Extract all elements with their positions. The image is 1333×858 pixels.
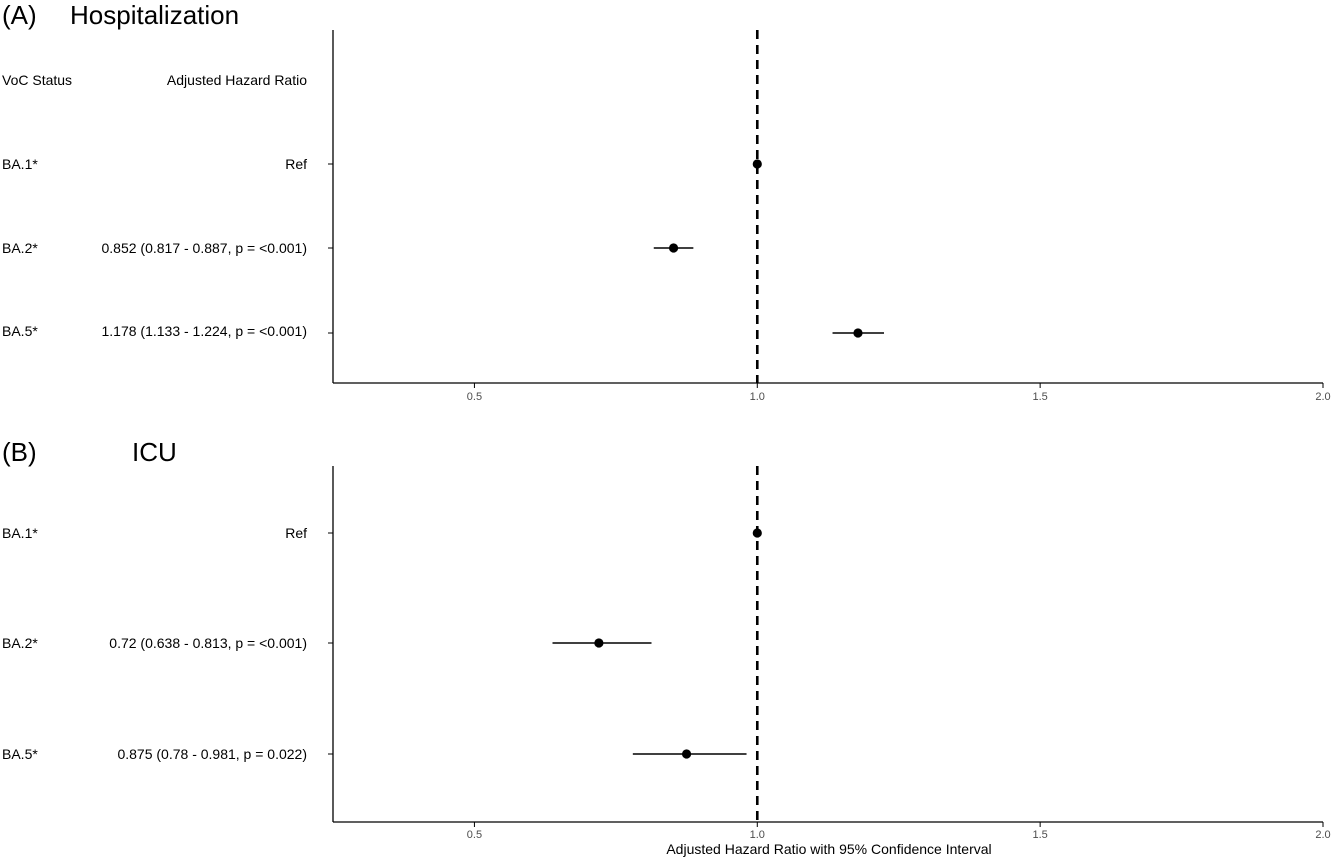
panel-a-point-ba2 [668,243,679,253]
panel-a-row-value-ba5: 1.178 (1.133 - 1.224, p = <0.001) [102,323,308,339]
panel-b-plot-area: 0.5 1.0 1.5 2.0 [328,466,1331,841]
panel-a-column-header-value: Adjusted Hazard Ratio [167,72,307,88]
panel-b-x-tick-label-0: 0.5 [467,829,482,841]
panel-b-title: ICU [132,437,177,467]
panel-b-point-ba5 [681,749,692,759]
panel-a-row-value-ba2: 0.852 (0.817 - 0.887, p = <0.001) [102,240,308,256]
panel-b-x-tick-label-2: 1.5 [1032,829,1047,841]
panel-a-row-label-ba2: BA.2* [2,240,38,256]
panel-a-x-tick-label-3: 2.0 [1315,391,1330,403]
panel-a-x-tick-label-0: 0.5 [467,391,482,403]
panel-a-point-ba1 [752,159,762,169]
panel-b-row-label-ba2: BA.2* [2,635,38,651]
panel-a-column-header-label: VoC Status [2,72,72,88]
panel-a-title: Hospitalization [70,0,239,30]
panel-b-row-label-ba1: BA.1* [2,525,38,541]
panel-a-row-label-ba1: BA.1* [2,156,38,172]
panel-b-letter: (B) [2,437,37,467]
panel-a-x-tick-label-1: 1.0 [750,391,765,403]
panel-a-point-ba5 [853,328,863,338]
panel-b-x-tick-label-1: 1.0 [750,829,765,841]
panel-a: (A) Hospitalization VoC Status Adjusted … [2,0,1331,403]
panel-a-plot-area: 0.5 1.0 1.5 2.0 [328,30,1331,403]
panel-b-row-value-ba1: Ref [285,525,307,541]
panel-b-row-label-ba5: BA.5* [2,746,38,762]
panel-a-row-value-ba1: Ref [285,156,307,172]
x-axis-title: Adjusted Hazard Ratio with 95% Confidenc… [666,841,991,857]
panel-a-row-label-ba5: BA.5* [2,323,38,339]
panel-b-point-ba2 [594,638,604,648]
panel-b-point-ba1 [752,528,762,538]
panel-a-letter: (A) [2,0,37,30]
panel-b-row-value-ba5: 0.875 (0.78 - 0.981, p = 0.022) [117,746,307,762]
panel-b-x-tick-label-3: 2.0 [1315,829,1330,841]
panel-a-x-tick-label-2: 1.5 [1032,391,1047,403]
panel-b-row-value-ba2: 0.72 (0.638 - 0.813, p = <0.001) [109,635,307,651]
panel-b: (B) ICU BA.1* Ref BA.2* 0.72 (0.638 - 0.… [2,437,1331,857]
